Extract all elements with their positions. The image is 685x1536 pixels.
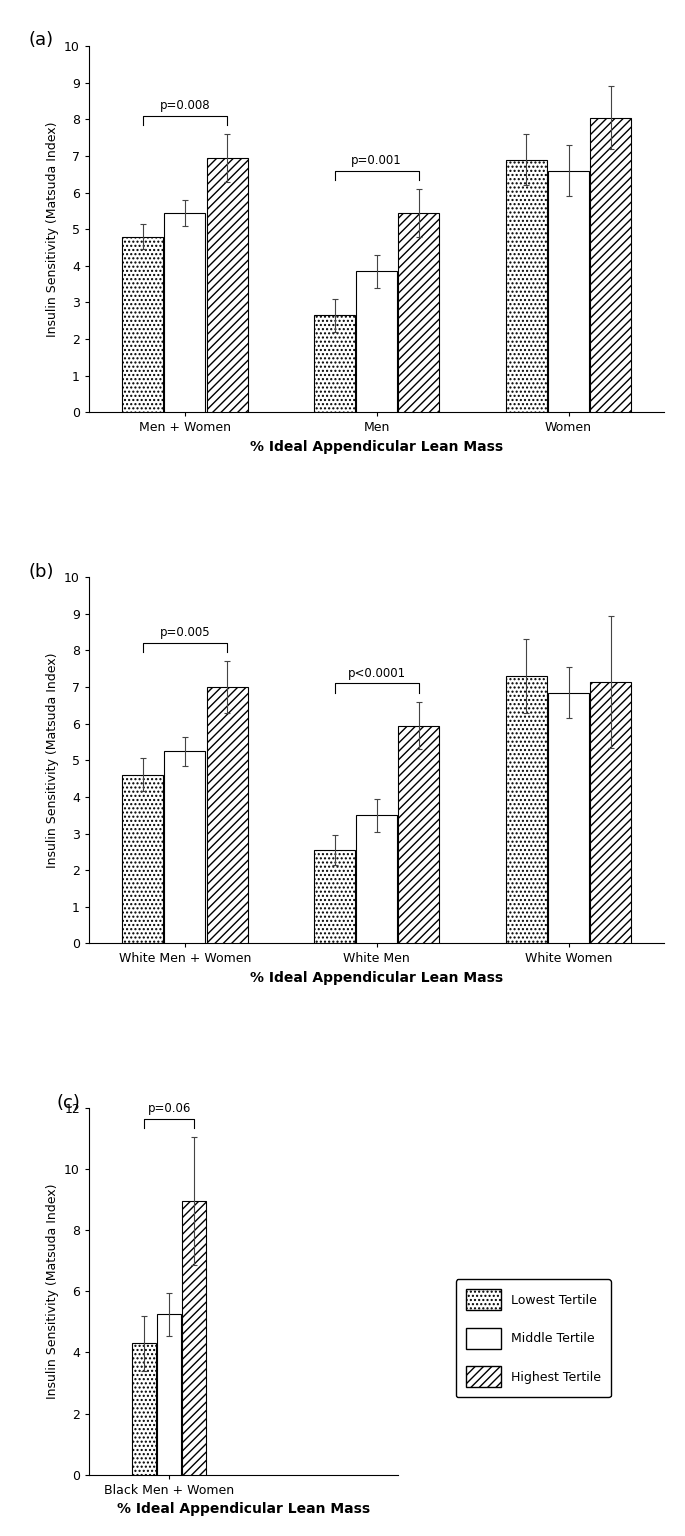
- X-axis label: % Ideal Appendicular Lean Mass: % Ideal Appendicular Lean Mass: [117, 1502, 370, 1516]
- Y-axis label: Insulin Sensitivity (Matsuda Index): Insulin Sensitivity (Matsuda Index): [46, 121, 59, 336]
- Y-axis label: Insulin Sensitivity (Matsuda Index): Insulin Sensitivity (Matsuda Index): [46, 653, 59, 868]
- Legend: Lowest Tertile, Middle Tertile, Highest Tertile: Lowest Tertile, Middle Tertile, Highest …: [456, 1279, 611, 1398]
- Text: p=0.005: p=0.005: [160, 627, 210, 639]
- Text: p<0.0001: p<0.0001: [348, 667, 406, 680]
- Text: p=0.008: p=0.008: [160, 98, 210, 112]
- Bar: [548, 693, 589, 943]
- Text: (b): (b): [29, 562, 54, 581]
- Text: (c): (c): [57, 1094, 81, 1112]
- X-axis label: % Ideal Appendicular Lean Mass: % Ideal Appendicular Lean Mass: [250, 971, 503, 985]
- Bar: [314, 849, 355, 943]
- Bar: [207, 158, 247, 412]
- Bar: [590, 118, 631, 412]
- Bar: [164, 751, 206, 943]
- Bar: [548, 170, 589, 412]
- Bar: [399, 212, 439, 412]
- Bar: [314, 315, 355, 412]
- Bar: [132, 1344, 156, 1475]
- Text: (a): (a): [29, 31, 53, 49]
- Bar: [207, 687, 247, 943]
- Bar: [123, 776, 163, 943]
- X-axis label: % Ideal Appendicular Lean Mass: % Ideal Appendicular Lean Mass: [250, 439, 503, 455]
- Bar: [123, 237, 163, 412]
- Bar: [506, 160, 547, 412]
- Text: p=0.001: p=0.001: [351, 154, 402, 167]
- Bar: [506, 676, 547, 943]
- Bar: [356, 272, 397, 412]
- Bar: [164, 212, 206, 412]
- Bar: [399, 725, 439, 943]
- Text: p=0.06: p=0.06: [147, 1103, 191, 1115]
- Bar: [157, 1315, 182, 1475]
- Bar: [356, 816, 397, 943]
- Y-axis label: Insulin Sensitivity (Matsuda Index): Insulin Sensitivity (Matsuda Index): [46, 1184, 59, 1399]
- Bar: [590, 682, 631, 943]
- Bar: [182, 1201, 206, 1475]
